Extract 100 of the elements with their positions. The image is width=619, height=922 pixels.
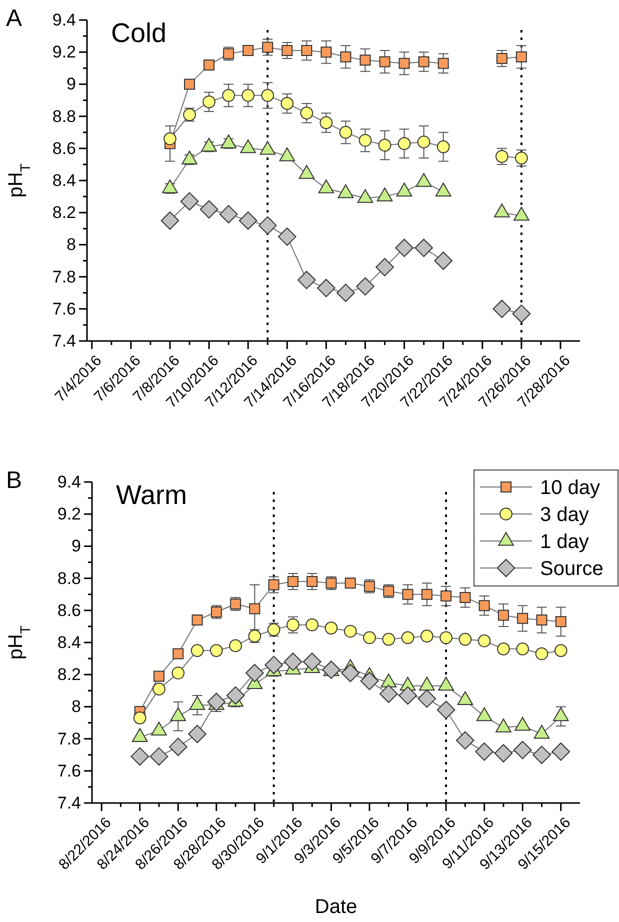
text: A (6, 5, 22, 32)
point (222, 89, 235, 102)
point (284, 652, 302, 671)
y-tick-label: 8.2 (57, 665, 81, 684)
point (133, 712, 146, 724)
point (302, 652, 322, 671)
point (152, 682, 166, 696)
legend-label: 10 day (540, 477, 600, 499)
point (414, 238, 433, 258)
point (395, 238, 414, 258)
point (497, 642, 510, 656)
point (360, 54, 371, 66)
point (535, 647, 548, 660)
point (172, 648, 184, 660)
y-tick-label: 8.6 (57, 600, 81, 620)
point (184, 78, 196, 90)
point (306, 618, 318, 632)
point (226, 686, 245, 705)
y-tick-label: 7.8 (52, 267, 76, 286)
point (264, 656, 283, 674)
point (168, 738, 188, 756)
point (317, 278, 336, 298)
y-tick-label: 8.8 (57, 568, 81, 588)
point (398, 686, 417, 705)
y-tick-label: 9.4 (57, 472, 81, 492)
point (516, 51, 527, 62)
point (249, 603, 260, 614)
point (402, 588, 414, 600)
y-tick-label: 7.4 (52, 331, 76, 350)
point (498, 610, 509, 621)
y-tick-label: 9 (72, 536, 81, 556)
point (320, 46, 332, 58)
y-tick-label: 7.6 (52, 299, 76, 318)
point (322, 660, 340, 679)
point (360, 672, 379, 690)
point (552, 742, 570, 761)
point (229, 639, 242, 652)
point (278, 228, 296, 246)
y-tick-label: 7.8 (57, 729, 81, 748)
point (339, 126, 352, 139)
point (204, 59, 215, 70)
point (513, 740, 532, 760)
point (344, 624, 357, 638)
point (336, 284, 355, 302)
point (210, 644, 223, 657)
y-tick-label: 8.4 (52, 170, 76, 190)
point (340, 51, 352, 62)
point (324, 622, 338, 634)
point (242, 89, 254, 102)
point (398, 137, 411, 150)
point (401, 631, 414, 644)
point (478, 600, 490, 612)
point (379, 684, 398, 704)
point (475, 742, 494, 761)
y-tick-label: 9.2 (52, 42, 76, 62)
point (438, 58, 449, 69)
point (379, 56, 390, 68)
y-tick-label: 8.6 (52, 138, 76, 158)
point (440, 590, 452, 602)
point (378, 138, 392, 152)
point (150, 747, 168, 766)
point (200, 200, 218, 219)
y-tick-label: 9.2 (57, 504, 81, 524)
x-axis-title: Date (314, 896, 358, 918)
point (202, 95, 216, 108)
point (460, 592, 471, 604)
point (207, 692, 226, 712)
point (456, 731, 474, 750)
point (554, 644, 568, 657)
y-tick-label: 8.2 (52, 203, 76, 222)
y-tick-label: 8.4 (57, 632, 81, 652)
point (164, 132, 176, 146)
point (190, 644, 204, 657)
point (516, 642, 530, 656)
y-tick-label: 9 (66, 74, 76, 94)
point (458, 632, 472, 646)
point (130, 747, 150, 766)
point (417, 136, 430, 148)
point (297, 270, 316, 290)
point (436, 140, 450, 154)
point (492, 300, 512, 318)
y-tick-label: 8.8 (52, 106, 76, 126)
point (300, 106, 314, 120)
point (440, 631, 452, 644)
point (301, 44, 312, 56)
point (398, 58, 410, 69)
point (180, 192, 199, 211)
point (160, 211, 180, 230)
point (356, 277, 374, 296)
point (536, 614, 548, 626)
point (242, 44, 254, 56)
chart-title: Cold (111, 18, 167, 48)
point (153, 670, 164, 682)
point (418, 56, 430, 68)
y-tick-label: 8 (72, 697, 81, 716)
y-tick-label: 9.4 (52, 10, 76, 30)
point (517, 612, 528, 624)
legend-label: 1 day (540, 531, 589, 553)
point (358, 134, 372, 147)
point (421, 588, 432, 600)
